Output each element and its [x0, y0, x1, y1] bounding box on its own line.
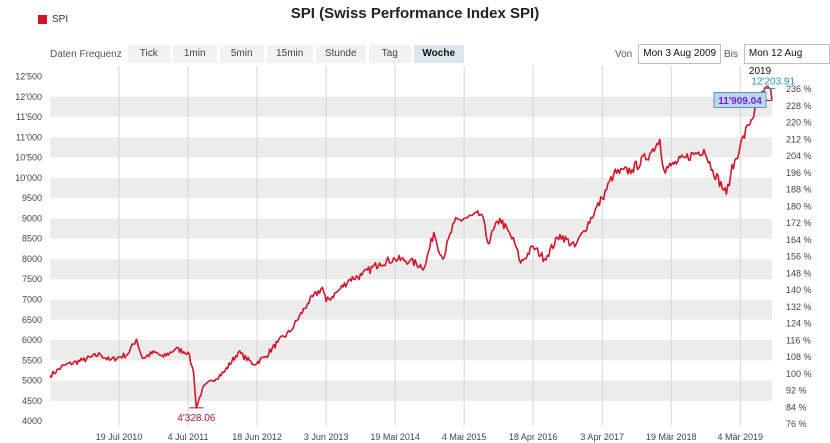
y-left-tick-label: 8500	[22, 234, 42, 244]
y-left-tick-label: 9000	[22, 213, 42, 223]
y-right-tick-label: 212 %	[786, 134, 812, 144]
y-left-tick-label: 5500	[22, 355, 42, 365]
frequency-label: Daten Frequenz	[50, 48, 122, 60]
y-right-tick-label: 180 %	[786, 201, 812, 211]
y-right-tick-label: 140 %	[786, 285, 812, 295]
y-right-tick-label: 132 %	[786, 302, 812, 312]
y-right-tick-label: 172 %	[786, 218, 812, 228]
from-label: Von	[615, 48, 633, 60]
y-left-tick-label: 4000	[22, 416, 42, 426]
date-range-to: Bis Mon 12 Aug 2019	[724, 44, 830, 77]
y-right-tick-label: 100 %	[786, 369, 812, 379]
spi-series-line	[49, 85, 773, 409]
frequency-toolbar: Daten Frequenz Tick 1min 5min 15min Stun…	[50, 45, 467, 63]
x-tick-label: 4 Mär 2019	[717, 432, 763, 442]
x-tick-label: 4 Mai 2015	[442, 432, 487, 442]
freq-1min-button[interactable]: 1min	[172, 45, 217, 63]
from-date-input[interactable]: Mon 3 Aug 2009	[638, 44, 722, 64]
grid-band	[50, 177, 772, 199]
max-value-label: 12'203.91	[751, 77, 795, 88]
y-right-tick-label: 196 %	[786, 168, 812, 178]
y-right-tick-label: 92 %	[786, 386, 807, 396]
freq-woche-button[interactable]: Woche	[413, 45, 464, 63]
x-tick-label: 19 Mai 2014	[370, 432, 420, 442]
grid-band	[50, 380, 772, 401]
y-left-tick-label: 12'500	[15, 72, 42, 82]
legend-label: SPI	[52, 14, 69, 25]
y-right-tick-label: 84 %	[786, 402, 807, 412]
x-tick-label: 18 Jun 2012	[232, 432, 282, 442]
y-left-tick-label: 7000	[22, 295, 42, 305]
y-right-tick-label: 148 %	[786, 268, 812, 278]
to-label: Bis	[724, 48, 738, 60]
y-right-tick-label: 188 %	[786, 185, 812, 195]
date-range-from: Von Mon 3 Aug 2009	[615, 44, 722, 64]
y-left-tick-label: 6500	[22, 315, 42, 325]
freq-tick-button[interactable]: Tick	[127, 45, 170, 63]
y-right-tick-label: 164 %	[786, 235, 812, 245]
y-left-tick-label: 4500	[22, 396, 42, 406]
y-right-tick-label: 76 %	[786, 419, 807, 429]
y-right-tick-label: 116 %	[786, 335, 811, 345]
to-date-input[interactable]: Mon 12 Aug 2019	[743, 44, 830, 77]
y-right-tick-label: 156 %	[786, 252, 812, 262]
y-left-tick-label: 5000	[22, 376, 42, 386]
y-left-tick-label: 11'500	[16, 112, 42, 122]
chart-title: SPI (Swiss Performance Index SPI)	[290, 5, 540, 22]
grid-band	[50, 137, 772, 158]
last-value-label: 11'909.04	[718, 96, 762, 107]
y-left-tick-label: 9500	[22, 193, 42, 203]
y-left-tick-label: 10'500	[15, 153, 42, 163]
grid-band	[50, 96, 772, 118]
legend-swatch	[38, 15, 47, 24]
y-right-tick-label: 204 %	[786, 151, 812, 161]
grid-band	[50, 299, 772, 320]
y-left-tick-label: 8000	[22, 254, 42, 264]
freq-15min-button[interactable]: 15min	[266, 45, 313, 63]
grid-band	[50, 340, 772, 361]
freq-5min-button[interactable]: 5min	[219, 45, 264, 63]
x-tick-label: 19 Mär 2018	[646, 432, 697, 442]
freq-tag-button[interactable]: Tag	[368, 45, 411, 63]
y-left-tick-label: 6000	[22, 335, 42, 345]
min-value-label: 4'328.06	[177, 413, 215, 424]
x-tick-label: 19 Jul 2010	[96, 432, 143, 442]
y-right-tick-label: 236 %	[786, 84, 812, 94]
y-right-tick-label: 108 %	[786, 352, 812, 362]
y-left-tick-label: 10'000	[15, 173, 42, 183]
y-right-tick-label: 228 %	[786, 101, 812, 111]
grid-band	[50, 258, 772, 280]
y-left-tick-label: 7500	[22, 274, 42, 284]
x-tick-label: 18 Apr 2016	[509, 432, 558, 442]
y-right-tick-label: 124 %	[786, 319, 812, 329]
x-tick-label: 4 Jul 2011	[168, 432, 209, 442]
grid-band	[50, 218, 772, 239]
y-left-tick-label: 11'000	[16, 132, 42, 142]
x-tick-label: 3 Jun 2013	[304, 432, 349, 442]
freq-stunde-button[interactable]: Stunde	[315, 45, 366, 63]
y-left-tick-label: 12'000	[15, 92, 42, 102]
legend[interactable]: SPI	[38, 14, 68, 25]
y-right-tick-label: 220 %	[786, 118, 812, 128]
x-tick-label: 3 Apr 2017	[580, 432, 624, 442]
